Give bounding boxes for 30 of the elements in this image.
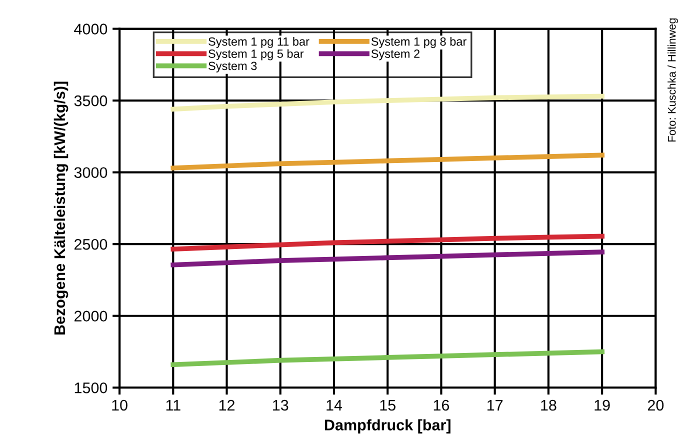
y-tick-label: 3000 (74, 167, 108, 178)
y-tick-label: 1500 (74, 382, 108, 394)
line-series (170, 152, 604, 170)
line-series (170, 250, 604, 268)
x-tick-label: 17 (488, 400, 503, 410)
x-tick-label: 10 (112, 400, 128, 411)
x-axis-title: Dampfdruck [bar] (324, 419, 450, 434)
y-axis-title: Bezogene Kälteleistung [kW/(kg/s)] (54, 82, 68, 335)
y-tick-label: 2000 (74, 310, 108, 322)
y-tick-label: 2500 (74, 238, 108, 250)
line-series (170, 234, 604, 252)
legend-label: System 3 (208, 62, 257, 72)
x-tick-label: 20 (648, 400, 664, 411)
x-tick-label: 19 (594, 400, 610, 411)
x-tick-label: 16 (434, 400, 450, 411)
x-tick-label: 18 (541, 400, 556, 411)
legend-label: System 2 (371, 50, 420, 60)
line-series (170, 349, 604, 368)
x-tick-label: 11 (166, 400, 180, 410)
legend-label: System 1 pg 11 bar (208, 37, 310, 48)
line-series (170, 94, 604, 112)
legend-label: System 1 pg 8 bar (371, 37, 466, 48)
y-tick-label: 3500 (74, 95, 108, 106)
x-tick-label: 14 (326, 400, 342, 410)
x-tick-label: 13 (273, 400, 288, 411)
text: Foto: Kuschka / Hillinweg (668, 18, 678, 142)
x-tick-label: 15 (380, 400, 396, 411)
legend-label: System 1 pg 5 bar (208, 49, 304, 60)
y-tick-label: 4000 (74, 24, 108, 34)
x-tick-label: 12 (219, 400, 234, 410)
